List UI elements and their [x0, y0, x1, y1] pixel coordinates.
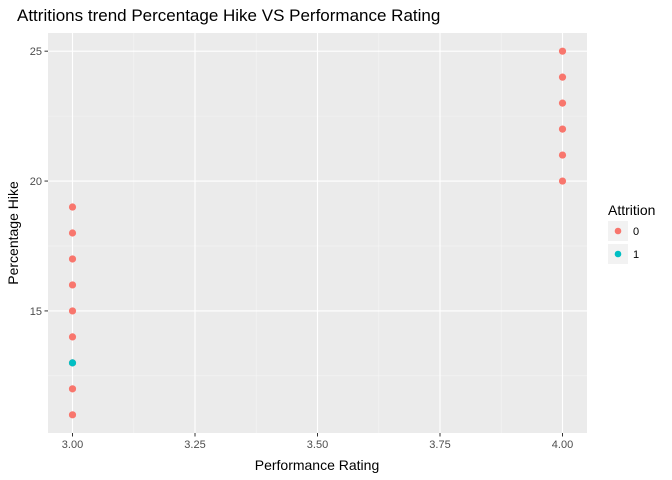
legend-key-marker — [614, 250, 622, 258]
data-point — [558, 47, 567, 55]
legend-label: 0 — [633, 226, 639, 238]
data-point — [558, 99, 567, 107]
data-point — [558, 151, 567, 159]
y-tick-label: 25 — [30, 46, 42, 58]
y-axis-title: Percentage Hike — [5, 181, 21, 285]
legend-title: Attrition — [608, 202, 655, 218]
data-point — [68, 255, 77, 263]
data-point — [558, 177, 567, 185]
legend: Attrition 0 1 — [608, 202, 655, 264]
data-point — [68, 229, 77, 237]
data-point — [68, 281, 77, 289]
x-tick-label: 3.25 — [184, 439, 205, 451]
data-point — [68, 385, 77, 393]
data-point — [68, 411, 77, 419]
x-axis-title: Performance Rating — [255, 457, 380, 473]
data-point — [68, 359, 77, 367]
x-tick-label: 4.00 — [552, 439, 573, 451]
y-tick-label: 20 — [30, 176, 42, 188]
y-tick-label: 15 — [30, 306, 42, 318]
x-tick-label: 3.75 — [429, 439, 450, 451]
chart-title: Attritions trend Percentage Hike VS Perf… — [17, 6, 440, 25]
legend-label: 1 — [633, 249, 639, 261]
x-tick-label: 3.50 — [307, 439, 328, 451]
data-point — [68, 307, 77, 315]
y-axis: 15 20 25 — [30, 46, 48, 318]
legend-key-marker — [614, 227, 622, 235]
data-point — [68, 333, 77, 341]
x-axis: 3.00 3.25 3.50 3.75 4.00 — [62, 433, 573, 451]
data-point — [68, 203, 77, 211]
data-point — [558, 125, 567, 133]
grid-major-lines — [48, 33, 587, 433]
data-point — [558, 73, 567, 81]
x-tick-label: 3.00 — [62, 439, 83, 451]
data-points — [68, 47, 567, 419]
